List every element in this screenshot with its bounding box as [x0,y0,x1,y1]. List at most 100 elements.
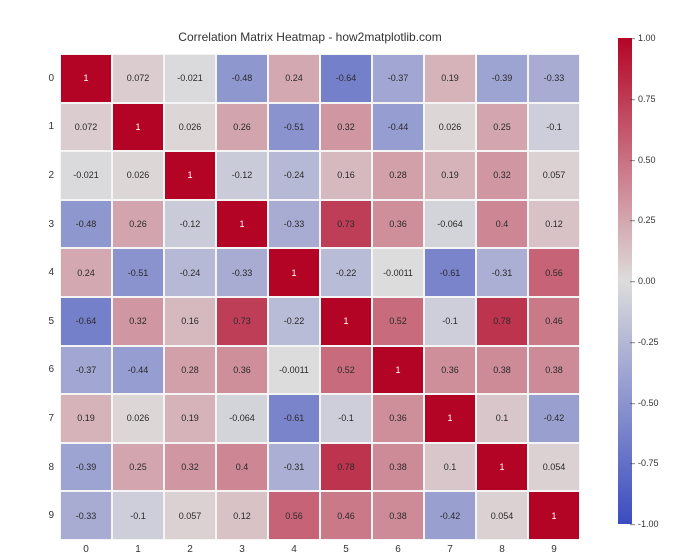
y-tick: 8 [40,443,60,492]
heatmap-cell: 0.4 [476,200,528,249]
x-tick: 8 [476,540,528,560]
heatmap-cell: 0.054 [528,443,580,492]
heatmap-cell: 0.19 [164,394,216,443]
chart-title: Correlation Matrix Heatmap - how2matplot… [40,30,580,46]
heatmap-cell: 1 [268,248,320,297]
heatmap-cell: -0.61 [268,394,320,443]
colorbar-tick: -0.50 [638,398,659,408]
heatmap-cell: -0.33 [60,491,112,540]
x-tick: 3 [216,540,268,560]
heatmap-cell: -0.1 [528,103,580,152]
y-tick: 4 [40,248,60,297]
heatmap-cell: 1 [372,346,424,395]
y-tick: 1 [40,103,60,152]
heatmap-chart: Correlation Matrix Heatmap - how2matplot… [40,30,580,540]
heatmap-cell: 0.52 [372,297,424,346]
heatmap-cell: 1 [320,297,372,346]
heatmap-cell: -0.37 [372,54,424,103]
heatmap-cell: -0.22 [320,248,372,297]
colorbar-tick: -1.00 [638,519,659,529]
heatmap-cell: 0.026 [112,151,164,200]
heatmap-cell: 1 [216,200,268,249]
heatmap-cell: 0.38 [476,346,528,395]
heatmap-cell: -0.021 [164,54,216,103]
heatmap-cell: 0.36 [372,394,424,443]
heatmap-cell: -0.33 [268,200,320,249]
y-tick: 0 [40,54,60,103]
colorbar-tick: 0.00 [638,276,656,286]
x-axis: 0123456789 [60,540,580,560]
heatmap-cell: -0.33 [528,54,580,103]
heatmap-cell: 0.26 [112,200,164,249]
heatmap-cell: -0.64 [60,297,112,346]
colorbar-tick: 0.75 [638,94,656,104]
heatmap-cell: 0.46 [320,491,372,540]
heatmap-cell: 0.32 [112,297,164,346]
heatmap-cell: 0.78 [476,297,528,346]
heatmap-cell: -0.42 [528,394,580,443]
heatmap-cell: -0.48 [216,54,268,103]
x-tick: 6 [372,540,424,560]
heatmap-cell: 0.38 [528,346,580,395]
heatmap-cell: 0.32 [320,103,372,152]
heatmap-cell: 0.072 [60,103,112,152]
colorbar-tick: 1.00 [638,33,656,43]
y-tick: 6 [40,346,60,395]
heatmap-grid: 10.072-0.021-0.480.24-0.64-0.370.19-0.39… [60,54,580,540]
heatmap-cell: 0.1 [424,443,476,492]
heatmap-cell: 1 [112,103,164,152]
y-tick: 5 [40,297,60,346]
heatmap-cell: -0.61 [424,248,476,297]
heatmap-cell: 0.12 [216,491,268,540]
heatmap-cell: -0.1 [112,491,164,540]
heatmap-cell: 0.16 [164,297,216,346]
heatmap-cell: -0.12 [216,151,268,200]
heatmap-cell: 0.73 [320,200,372,249]
colorbar-ticks: -1.00-0.75-0.50-0.250.000.250.500.751.00 [632,38,672,524]
heatmap-cell: -0.31 [476,248,528,297]
heatmap-cell: -0.51 [268,103,320,152]
heatmap-cell: -0.44 [112,346,164,395]
x-tick: 2 [164,540,216,560]
heatmap-cell: 0.56 [528,248,580,297]
heatmap-cell: 0.28 [164,346,216,395]
heatmap-cell: 0.19 [60,394,112,443]
heatmap-cell: 1 [60,54,112,103]
colorbar-tick: 0.50 [638,155,656,165]
heatmap-cell: -0.42 [424,491,476,540]
heatmap-cell: 0.026 [164,103,216,152]
heatmap-cell: 0.78 [320,443,372,492]
colorbar-tick: -0.75 [638,458,659,468]
heatmap-cell: 0.24 [268,54,320,103]
heatmap-cell: 1 [424,394,476,443]
heatmap-cell: 0.38 [372,443,424,492]
heatmap-cell: 0.25 [476,103,528,152]
heatmap-cell: -0.64 [320,54,372,103]
heatmap-cell: -0.0011 [268,346,320,395]
heatmap-cell: -0.1 [424,297,476,346]
heatmap-cell: 0.24 [60,248,112,297]
heatmap-cell: 0.057 [528,151,580,200]
heatmap-cell: 0.36 [216,346,268,395]
heatmap-cell: 0.4 [216,443,268,492]
heatmap-cell: 0.36 [424,346,476,395]
y-tick: 3 [40,200,60,249]
heatmap-cell: 0.38 [372,491,424,540]
heatmap-cell: 0.32 [164,443,216,492]
heatmap-cell: -0.22 [268,297,320,346]
heatmap-cell: 0.026 [112,394,164,443]
y-tick: 9 [40,491,60,540]
heatmap-cell: 0.32 [476,151,528,200]
heatmap-cell: -0.31 [268,443,320,492]
colorbar-tick: 0.25 [638,215,656,225]
heatmap-cell: 0.16 [320,151,372,200]
heatmap-cell: -0.39 [60,443,112,492]
y-tick: 2 [40,151,60,200]
heatmap-cell: 0.19 [424,151,476,200]
heatmap-cell: -0.24 [268,151,320,200]
heatmap-cell: 0.057 [164,491,216,540]
heatmap-cell: -0.0011 [372,248,424,297]
heatmap-cell: -0.064 [216,394,268,443]
heatmap-cell: -0.24 [164,248,216,297]
heatmap-cell: 0.19 [424,54,476,103]
